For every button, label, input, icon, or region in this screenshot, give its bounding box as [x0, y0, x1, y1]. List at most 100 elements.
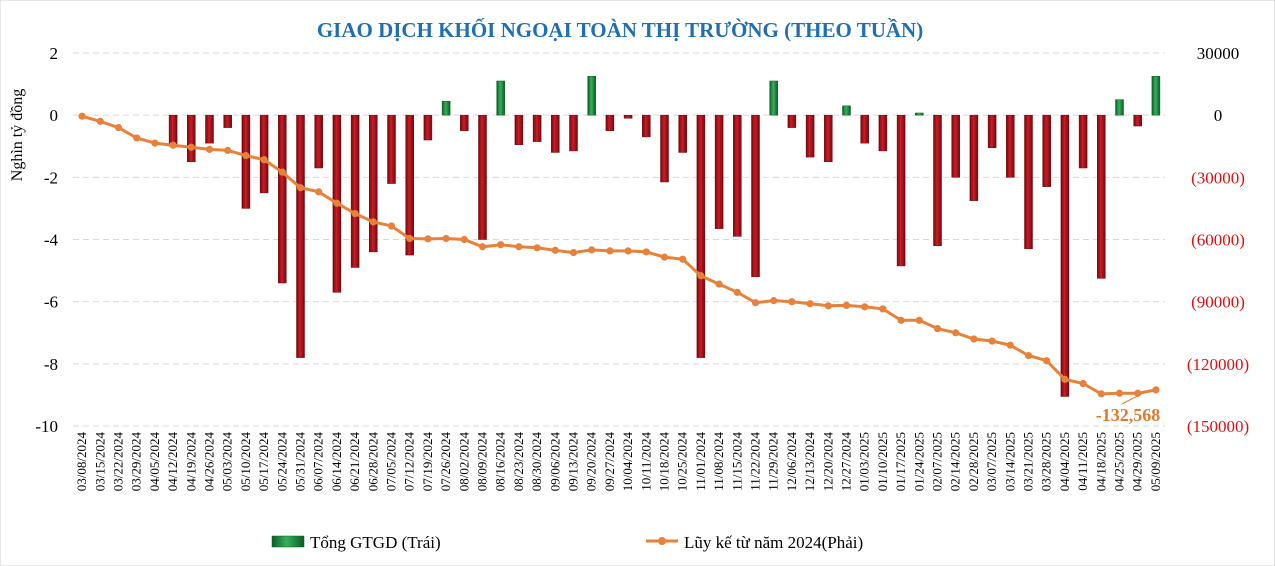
- x-axis: 03/08/2024 03/15/2024 03/22/2024 03/29/2024…: [74, 432, 1163, 492]
- x-tick-label: 08/23/2024: [511, 432, 526, 492]
- y-axis-right: 30000 0 (30000) (60000) (90000) (120000) (1500…: [1187, 44, 1249, 436]
- y-left-tick-label: 0: [50, 106, 59, 125]
- x-tick-label: 06/21/2024: [347, 432, 362, 492]
- line-point-04-05-2024: [151, 139, 159, 147]
- bar-04-12-2024: [168, 114, 178, 147]
- bar-10-11-2024: [642, 114, 651, 138]
- x-tick-label: 06/14/2024: [329, 432, 344, 492]
- legend-bar-label: Tổng GTGD (Trái): [310, 533, 441, 552]
- line-point-08-02-2024: [460, 235, 468, 244]
- line-point-08-30-2024: [533, 244, 541, 252]
- bar-09-13-2024: [569, 114, 578, 152]
- x-tick-label: 05/09/2025: [1148, 432, 1163, 491]
- bar-11-01-2024: [696, 114, 706, 358]
- bar-10-18-2024: [660, 114, 669, 183]
- line-point-03-21-2025: [1024, 351, 1033, 360]
- x-tick-label: 03/29/2024: [129, 432, 144, 492]
- line-point-12-13-2024: [806, 300, 814, 308]
- x-tick-label: 03/28/2025: [1039, 432, 1054, 491]
- bar-11-22-2024: [751, 114, 760, 278]
- bar-11-29-2024: [769, 80, 778, 116]
- bar-09-20-2024: [587, 76, 596, 116]
- bar-02-28-2025: [969, 114, 979, 201]
- x-tick-label: 04/05/2024: [147, 432, 162, 492]
- x-tick-label: 08/16/2024: [493, 432, 508, 492]
- line-point-08-23-2024: [515, 243, 523, 251]
- x-tick-label: 05/10/2024: [238, 432, 253, 492]
- x-tick-label: 10/18/2024: [657, 432, 672, 492]
- y-left-tick-label: -6: [44, 293, 58, 312]
- line-series: [78, 112, 1160, 398]
- x-tick-label: 06/28/2024: [365, 432, 380, 492]
- x-tick-label: 08/30/2024: [529, 432, 544, 492]
- line-point-04-26-2024: [205, 145, 214, 153]
- x-tick-label: 05/31/2024: [293, 432, 308, 492]
- line-point-06-14-2024: [333, 199, 341, 207]
- bar-02-07-2025: [933, 114, 942, 246]
- bar-11-08-2024: [714, 114, 724, 229]
- x-tick-label: 11/22/2024: [748, 432, 763, 491]
- x-tick-label: 03/07/2025: [984, 432, 999, 491]
- line-point-03-08-2024: [78, 112, 86, 120]
- bar-07-05-2024: [387, 114, 396, 184]
- y-right-tick-label: (120000): [1187, 355, 1249, 374]
- x-tick-label: 12/13/2024: [802, 432, 817, 492]
- x-tick-label: 04/04/2025: [1057, 432, 1072, 491]
- line-point-12-20-2024: [824, 302, 832, 310]
- x-tick-label: 04/18/2025: [1093, 432, 1108, 491]
- bar-01-10-2025: [878, 114, 888, 152]
- y-left-tick-label: -2: [44, 168, 58, 187]
- bar-04-26-2024: [205, 114, 214, 144]
- x-tick-label: 11/01/2024: [693, 432, 708, 491]
- bar-04-04-2025: [1060, 114, 1070, 397]
- line-point-04-11-2025: [1079, 379, 1087, 388]
- y-right-tick-label: 30000: [1197, 44, 1240, 63]
- y-right-tick-label: (30000): [1191, 168, 1245, 187]
- bar-10-04-2024: [623, 114, 633, 119]
- bar-07-26-2024: [441, 100, 451, 116]
- bar-10-25-2024: [678, 114, 687, 153]
- legend-line-marker: [658, 537, 666, 545]
- line-point-04-12-2024: [169, 141, 177, 149]
- x-tick-label: 12/20/2024: [820, 432, 835, 492]
- final-value-label: -132,568: [1096, 405, 1161, 425]
- bar-08-09-2024: [478, 114, 487, 240]
- x-tick-label: 02/28/2025: [966, 432, 981, 491]
- x-tick-label: 07/19/2024: [420, 432, 435, 492]
- y-left-tick-label: -8: [44, 355, 58, 374]
- bar-12-06-2024: [787, 114, 797, 128]
- line-point-06-28-2024: [369, 218, 377, 226]
- line-point-07-12-2024: [406, 234, 414, 243]
- line-point-03-15-2024: [96, 117, 104, 125]
- x-tick-label: 04/29/2025: [1130, 432, 1145, 491]
- line-point-05-10-2024: [242, 151, 250, 160]
- bar-07-12-2024: [405, 114, 414, 256]
- line-point-10-18-2024: [660, 253, 669, 261]
- y-axis-left: 2 0 -2 -4 -6 -8 -10: [35, 44, 58, 436]
- bar-07-19-2024: [423, 114, 433, 141]
- bar-08-23-2024: [514, 114, 524, 145]
- x-tick-label: 12/27/2024: [839, 432, 854, 492]
- x-tick-label: 11/29/2024: [766, 432, 781, 491]
- line-point-07-26-2024: [442, 234, 450, 243]
- y-right-tick-label: 0: [1214, 106, 1223, 125]
- line-point-04-18-2025: [1097, 390, 1105, 398]
- bar-02-14-2025: [951, 114, 960, 178]
- x-tick-label: 01/10/2025: [875, 432, 890, 491]
- bar-01-03-2025: [860, 114, 869, 144]
- line-point-05-17-2024: [260, 156, 268, 164]
- bar-12-20-2024: [824, 114, 833, 163]
- x-tick-label: 03/14/2025: [1002, 432, 1017, 491]
- bar-01-24-2025: [915, 112, 924, 116]
- line-point-01-10-2025: [879, 305, 887, 313]
- line-point-03-29-2024: [133, 134, 141, 142]
- bar-08-30-2024: [532, 114, 542, 142]
- bar-05-17-2024: [259, 114, 269, 194]
- x-tick-label: 09/27/2024: [602, 432, 617, 492]
- x-tick-label: 04/11/2025: [1075, 432, 1090, 491]
- grid-lines: [73, 52, 1165, 427]
- x-tick-label: 04/19/2024: [183, 432, 198, 492]
- bar-03-07-2025: [987, 114, 997, 149]
- line-point-11-08-2024: [715, 280, 723, 288]
- bar-08-02-2024: [460, 114, 469, 131]
